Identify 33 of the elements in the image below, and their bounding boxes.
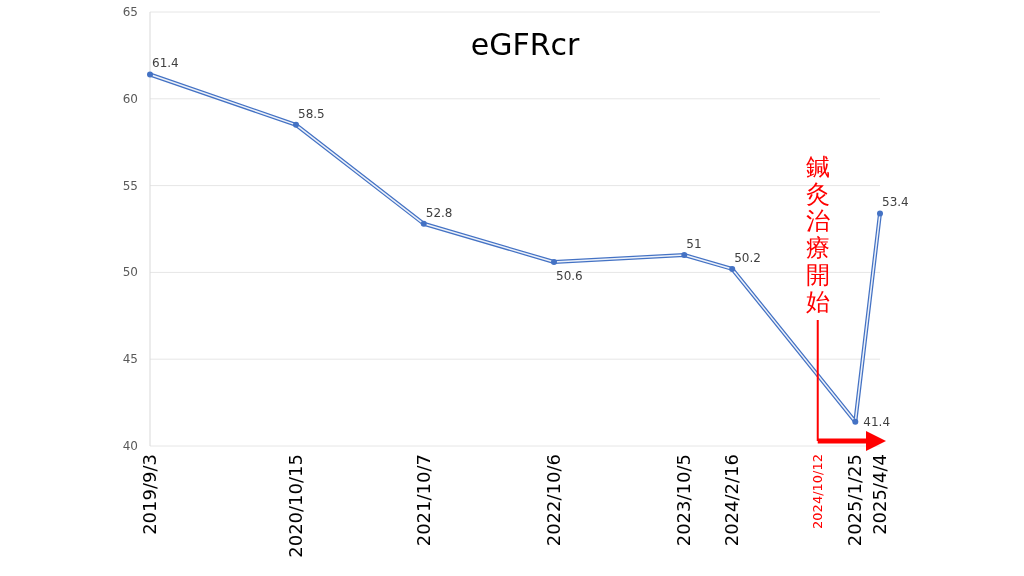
data-label: 61.4	[152, 56, 179, 71]
point	[551, 258, 558, 265]
y-tick-label: 45	[122, 352, 138, 367]
x-tick-label: 2022/10/6	[543, 454, 564, 547]
x-tick-label: 2019/9/3	[139, 454, 160, 535]
y-tick-label: 65	[122, 5, 138, 19]
data-label: 52.8	[425, 205, 453, 220]
data-label: 41.4	[863, 414, 891, 429]
y-tick-label: 50	[122, 265, 138, 280]
data-label: 50.2	[734, 250, 761, 265]
y-tick-label: 40	[122, 439, 138, 453]
text: eGFRcr	[470, 27, 580, 62]
point	[729, 265, 736, 272]
point	[293, 121, 299, 128]
x-tick-label: 2021/10/7	[412, 454, 434, 547]
x-tick-label: 2025/1/25	[844, 454, 866, 547]
x-tick-label: 2020/10/15	[285, 454, 306, 558]
x-tick-label: 2024/2/16	[721, 454, 743, 547]
point	[147, 71, 153, 78]
x-tick-label: 2023/10/5	[673, 454, 695, 547]
x-tick-label: 2025/4/4	[869, 454, 890, 535]
data-label: 53.4	[882, 195, 909, 210]
data-label: 51	[686, 237, 702, 252]
point	[852, 418, 859, 425]
text: 2024/10/12	[809, 454, 825, 529]
ref-line-label: 鍼灸治療開始	[805, 153, 830, 316]
point	[681, 252, 688, 259]
y-tick-label: 55	[122, 178, 138, 193]
data-label: 50.6	[556, 268, 583, 283]
data-label: 58.5	[298, 106, 325, 121]
point	[877, 210, 883, 217]
y-tick-label: 60	[122, 91, 138, 106]
point	[420, 220, 427, 227]
